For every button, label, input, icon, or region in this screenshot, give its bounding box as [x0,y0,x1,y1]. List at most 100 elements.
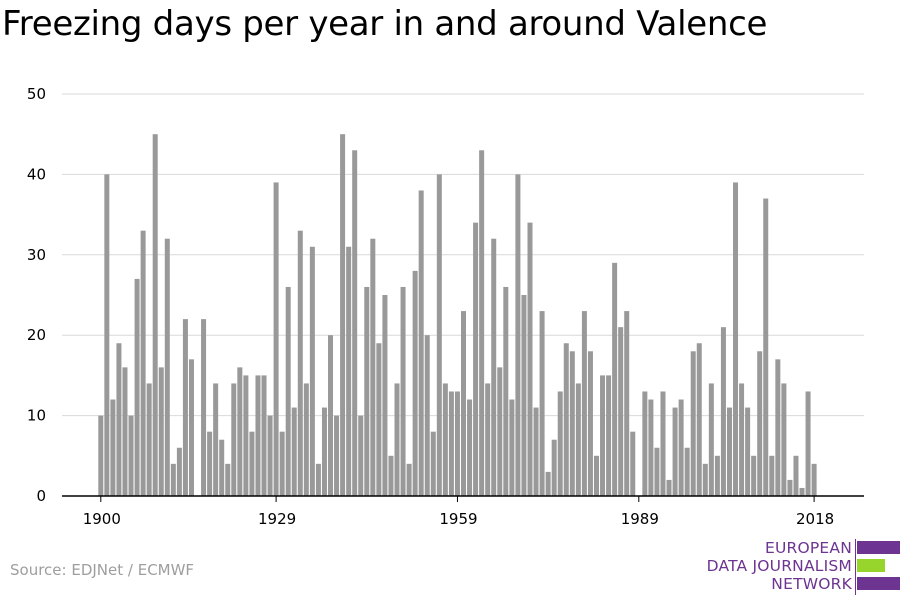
bar-1967 [503,286,509,496]
bar-1995 [672,407,678,496]
bar-2000 [702,463,708,496]
logo-text-network: NETWORK [771,575,852,593]
bar-1937 [321,407,327,496]
bar-1931 [285,286,291,496]
bar-1912 [170,463,176,496]
bar-1958 [448,391,454,496]
bar-1928 [267,415,273,496]
bar-1927 [261,375,267,496]
bar-1990 [642,391,648,496]
bar-1910 [158,367,164,496]
bar-2018 [811,463,817,496]
bar-2010 [763,198,769,496]
bar-1974 [545,471,551,496]
bar-1940 [340,134,346,496]
bar-1923 [237,367,243,496]
y-tick-label: 10 [27,407,46,425]
bar-1934 [303,383,309,496]
bar-2008 [751,455,757,496]
bar-1941 [346,246,352,496]
bar-1915 [188,359,194,496]
bar-1992 [654,447,660,496]
bar-1982 [593,455,599,496]
bar-1936 [315,463,321,496]
logo-divider [855,539,856,595]
bar-1954 [424,335,430,496]
bar-1930 [279,431,285,496]
logo-bar-top [857,541,900,554]
bar-1948 [388,455,394,496]
bar-2002 [714,455,720,496]
chart-title: Freezing days per year in and around Val… [2,4,768,44]
bar-1901 [104,174,110,496]
bar-1986 [618,327,624,496]
bar-1963 [479,150,485,496]
bar-1973 [539,311,545,496]
logo-bar-bottom [857,577,900,590]
bar-1932 [291,407,297,496]
bar-1966 [497,367,503,496]
bar-1943 [358,415,364,496]
bars [98,134,817,497]
bar-2011 [769,455,775,496]
bar-1939 [334,415,340,496]
bar-1917 [201,319,207,496]
bar-2012 [775,359,781,496]
y-tick-label: 0 [36,487,46,505]
bar-1994 [666,479,672,496]
bar-2007 [745,407,751,496]
bar-1949 [394,383,400,496]
bar-1956 [436,174,442,496]
bar-1984 [606,375,612,496]
bar-1977 [563,343,569,496]
bar-2013 [781,383,787,496]
bar-1988 [630,431,636,496]
x-tick-label: 1900 [83,510,121,528]
bar-1997 [684,447,690,496]
y-tick-label: 40 [27,165,46,183]
axes: 0 10 20 30 40 50 1900 1929 1959 1989 2018 [27,85,864,528]
bar-1996 [678,399,684,496]
bar-1981 [587,351,593,496]
bar-1991 [648,399,654,496]
bar-2017 [805,391,811,496]
bar-1987 [624,311,630,496]
bar-1969 [515,174,521,496]
x-tick-label: 1959 [439,510,477,528]
bar-2006 [739,383,745,496]
bar-1906 [134,278,140,496]
bar-1976 [557,391,563,496]
bar-1965 [491,238,497,496]
bar-2009 [757,351,763,496]
bar-2005 [733,182,739,496]
bar-1968 [509,399,515,496]
bar-1985 [612,262,618,496]
bar-1920 [219,439,225,496]
bar-2014 [787,479,793,496]
bar-2016 [799,487,805,496]
bar-2003 [720,327,726,496]
bar-1972 [533,407,539,496]
bar-1902 [110,399,116,496]
bar-1925 [249,431,255,496]
bar-2001 [708,383,714,496]
bar-1951 [406,463,412,496]
bar-1918 [207,431,213,496]
y-tick-label: 50 [27,85,46,103]
bar-1955 [430,431,436,496]
bar-1924 [243,375,249,496]
y-tick-label: 30 [27,246,46,264]
bar-1959 [454,391,460,496]
bar-1919 [213,383,219,496]
bar-1971 [527,222,533,496]
edjnet-logo: EUROPEAN DATA JOURNALISM NETWORK [660,539,900,595]
bar-1950 [400,286,406,496]
bar-1964 [485,383,491,496]
x-tick-label: 1929 [258,510,296,528]
bar-1922 [231,383,237,496]
bar-1960 [461,311,466,496]
bar-1945 [370,238,376,496]
bar-1947 [382,295,388,496]
bar-1933 [297,230,303,496]
logo-text-european: EUROPEAN [764,539,852,557]
